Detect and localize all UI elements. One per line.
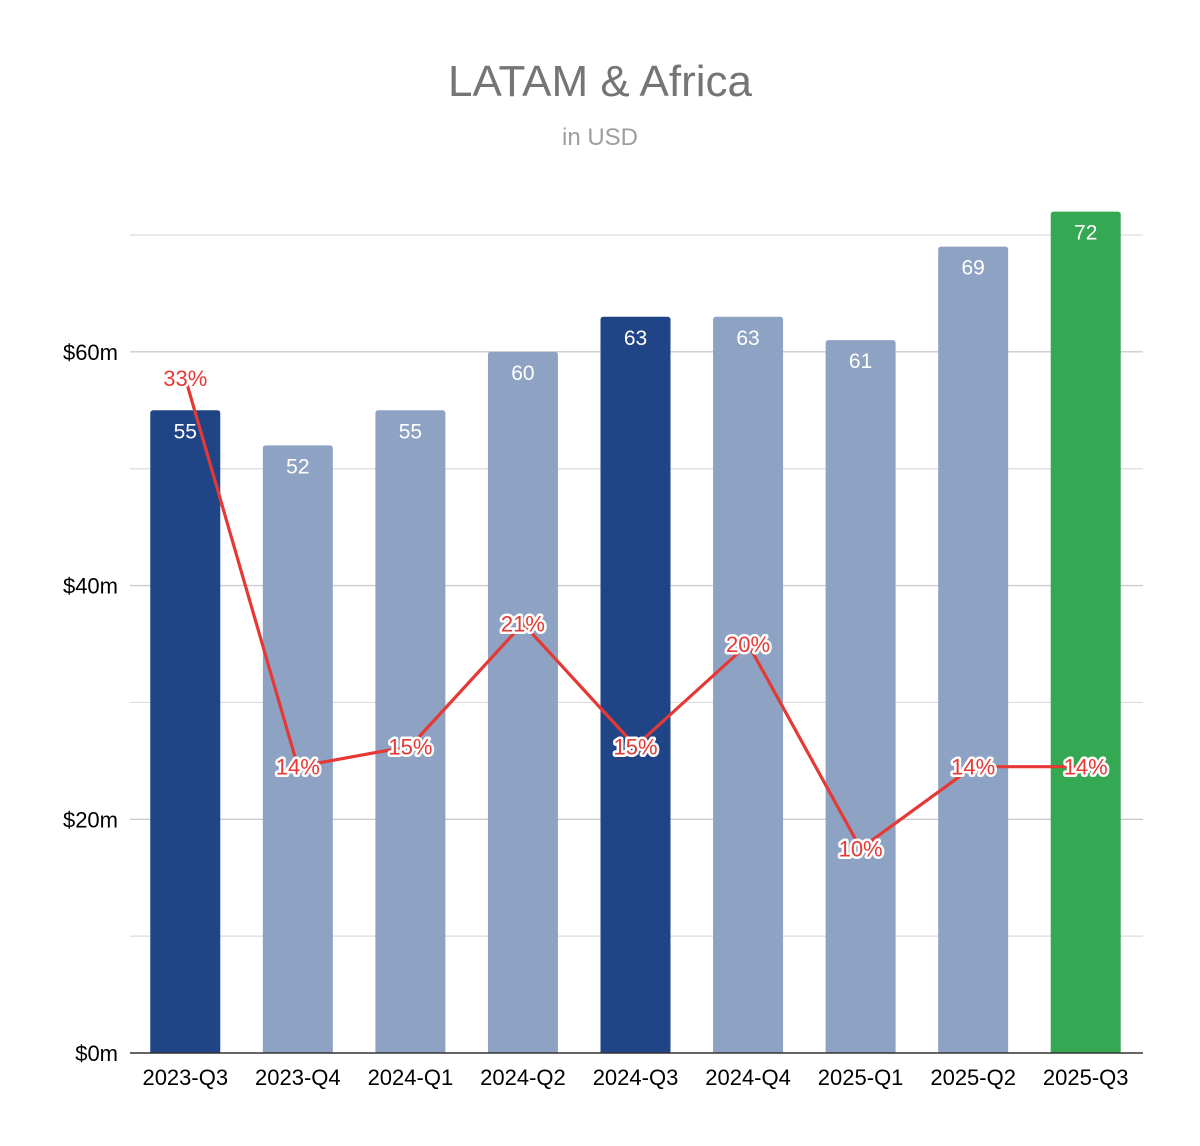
- bar-value-label: 52: [286, 455, 309, 478]
- x-tick-label: 2024-Q1: [368, 1065, 454, 1090]
- bar-value-label: 61: [849, 350, 872, 373]
- x-tick-label: 2024-Q3: [593, 1065, 679, 1090]
- x-tick-label: 2023-Q3: [142, 1065, 228, 1090]
- bar-2025-Q2: [938, 246, 1009, 1053]
- bar-value-label: 60: [511, 362, 534, 385]
- y-tick-label: $60m: [63, 340, 118, 365]
- bar-2024-Q1: [375, 410, 446, 1053]
- y-tick-label: $0m: [75, 1041, 118, 1066]
- bar-value-label: 63: [624, 327, 647, 350]
- growth-label: 15%: [388, 734, 432, 759]
- bar-2023-Q3: [150, 410, 221, 1053]
- bar-2024-Q3: [600, 316, 671, 1053]
- x-axis-ticks: 2023-Q3 2023-Q4 2024-Q1 2024-Q2 2024-Q3 2024-…: [142, 1065, 1128, 1090]
- growth-label: 21%: [501, 612, 545, 637]
- growth-label: 10%: [839, 837, 883, 862]
- growth-point: [858, 846, 863, 851]
- bar-value-label: 55: [399, 420, 422, 443]
- x-tick-label: 2024-Q2: [480, 1065, 566, 1090]
- y-tick-label: $20m: [63, 807, 118, 832]
- chart-title: LATAM & Africa: [448, 57, 753, 106]
- bar-value-label: 63: [736, 327, 759, 350]
- bar-value-label: 69: [961, 257, 984, 280]
- growth-point: [1083, 764, 1088, 769]
- growth-label: 20%: [726, 632, 770, 657]
- growth-label: 14%: [276, 755, 320, 780]
- bars: [150, 211, 1121, 1054]
- x-tick-label: 2023-Q4: [255, 1065, 341, 1090]
- bar-value-label: 55: [174, 420, 197, 443]
- x-tick-label: 2025-Q3: [1043, 1065, 1129, 1090]
- bar-2025-Q1: [825, 340, 896, 1054]
- bar-2024-Q4: [713, 316, 784, 1053]
- growth-point: [746, 642, 751, 646]
- growth-label: 33%: [163, 366, 207, 391]
- growth-point: [633, 744, 638, 749]
- growth-point: [295, 764, 300, 769]
- growth-label: 15%: [613, 734, 657, 759]
- bar-2024-Q2: [487, 351, 558, 1053]
- bar-value-label: 72: [1074, 222, 1097, 245]
- growth-label: 14%: [951, 755, 995, 780]
- y-axis-ticks: $0m $20m $40m $60m: [63, 340, 118, 1066]
- x-tick-label: 2025-Q2: [930, 1065, 1016, 1090]
- growth-series: 33% 14% 15% 21% 15% 20% 10% 14% 14%: [161, 364, 1110, 864]
- x-tick-label: 2024-Q4: [705, 1065, 791, 1090]
- growth-label: 14%: [1064, 755, 1108, 780]
- chart-subtitle: in USD: [562, 124, 638, 151]
- growth-point: [971, 764, 976, 769]
- bar-2023-Q4: [262, 445, 333, 1053]
- growth-point: [183, 376, 188, 381]
- bar-labels: 55 52 55 60 63 63 61 69 72: [174, 222, 1098, 479]
- x-tick-label: 2025-Q1: [818, 1065, 904, 1090]
- growth-point: [408, 744, 413, 749]
- bar-2025-Q3: [1050, 211, 1121, 1054]
- y-tick-label: $40m: [63, 574, 118, 599]
- growth-point: [520, 621, 525, 626]
